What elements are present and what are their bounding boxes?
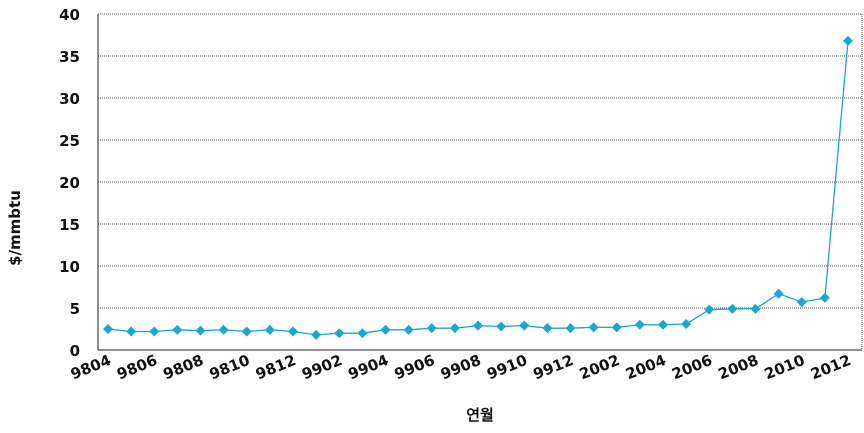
data-point-9910	[519, 320, 530, 331]
data-point-2006	[704, 304, 715, 315]
x-axis-title: 연월	[466, 406, 494, 424]
x-tick-label-9812: 9812	[253, 351, 298, 383]
x-tick-label-9810: 9810	[207, 351, 252, 383]
data-point-2011	[819, 292, 830, 303]
data-point-9906	[426, 323, 437, 334]
x-axis-ticks: 9804 9806 9808 9810 9812 9902 9904 9906 9908 9910…	[68, 351, 853, 383]
data-point-9901	[311, 329, 322, 340]
y-tick-label-30: 30	[59, 90, 80, 108]
data-point-9912	[565, 323, 576, 334]
data-point-9811	[264, 324, 275, 335]
x-tick-label-9906: 9906	[392, 351, 437, 383]
x-tick-label-2004: 2004	[623, 351, 668, 383]
series-group	[103, 35, 853, 340]
x-tick-label-2012: 2012	[808, 351, 853, 383]
y-tick-label-5: 5	[70, 300, 80, 318]
data-point-9807	[172, 324, 183, 335]
data-point-2008	[750, 303, 761, 314]
x-tick-label-9902: 9902	[299, 351, 344, 383]
x-tick-label-2002: 2002	[577, 351, 622, 383]
data-point-9810	[241, 326, 252, 337]
x-tick-label-2006: 2006	[669, 351, 714, 383]
data-point-9903	[357, 328, 368, 339]
data-point-2012	[843, 35, 853, 46]
data-point-2005	[681, 318, 692, 329]
data-point-9804	[103, 324, 113, 334]
data-point-9805	[126, 326, 137, 337]
data-point-9812	[288, 326, 298, 337]
x-tick-label-9908: 9908	[438, 351, 483, 383]
data-point-2002	[611, 322, 622, 333]
x-tick-label-9912: 9912	[531, 351, 576, 383]
x-tick-label-9910: 9910	[484, 351, 529, 383]
x-tick-label-9808: 9808	[161, 351, 206, 383]
data-point-9908	[473, 320, 483, 331]
data-point-9905	[403, 324, 414, 335]
y-tick-label-20: 20	[59, 174, 80, 192]
data-point-9809	[218, 324, 229, 335]
data-point-2004	[658, 319, 668, 330]
data-point-2003	[634, 319, 645, 330]
x-tick-label-2010: 2010	[762, 351, 807, 383]
series-line-0	[107, 40, 849, 336]
x-tick-label-2008: 2008	[716, 351, 761, 383]
x-tick-label-9904: 9904	[346, 351, 391, 383]
y-tick-label-35: 35	[59, 48, 80, 66]
y-axis-title: $/mmbtu	[6, 190, 24, 266]
y-axis-ticks: 0 5 10 15 20 25 30 35 40	[59, 6, 80, 360]
data-point-9902	[334, 328, 345, 339]
data-point-2001	[588, 322, 599, 333]
gridlines	[97, 13, 863, 351]
data-point-9904	[380, 324, 391, 335]
y-tick-label-0: 0	[70, 342, 80, 360]
data-point-2010	[796, 297, 807, 308]
data-point-9909	[496, 321, 507, 332]
data-point-9808	[195, 325, 206, 336]
data-point-9806	[149, 326, 160, 337]
data-point-2009	[773, 288, 784, 299]
y-tick-label-25: 25	[59, 132, 80, 150]
data-point-9911	[542, 323, 553, 334]
y-tick-label-10: 10	[59, 258, 80, 276]
y-tick-label-15: 15	[59, 216, 80, 234]
x-tick-label-9806: 9806	[114, 351, 159, 383]
y-tick-label-40: 40	[59, 6, 80, 24]
data-point-9907	[449, 323, 460, 334]
data-point-2007	[727, 303, 738, 314]
